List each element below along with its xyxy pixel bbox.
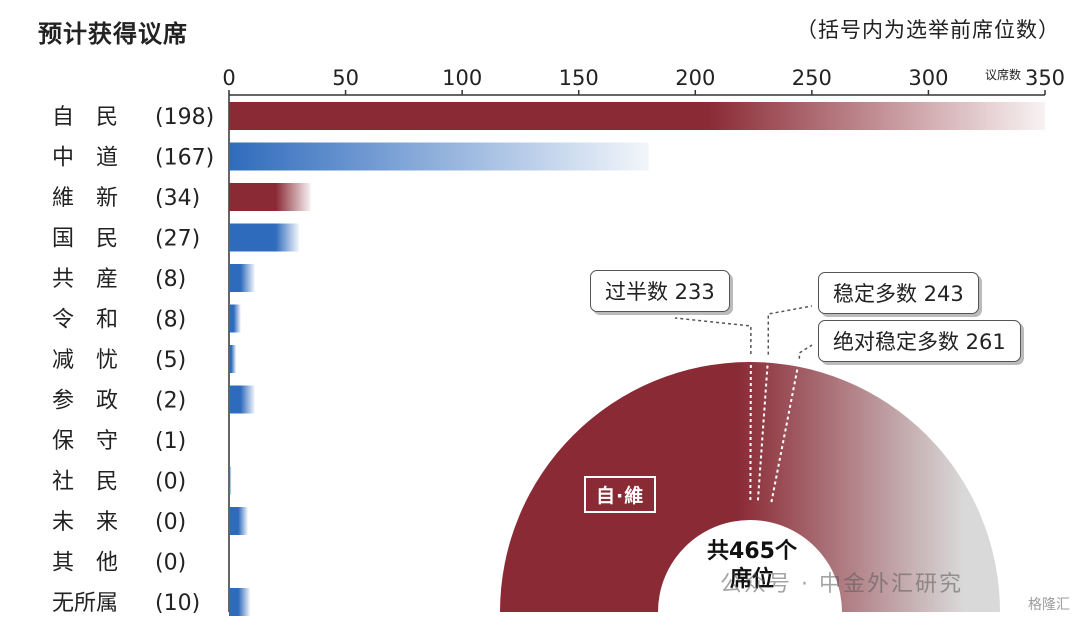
previous-seats: (2) — [155, 389, 186, 414]
threshold-leader — [767, 305, 813, 355]
previous-seats: (10) — [155, 591, 200, 616]
party-name: 共 産 — [52, 267, 118, 292]
previous-seats: (27) — [155, 227, 200, 252]
seat-range-bar — [229, 264, 255, 292]
previous-seats: (0) — [155, 470, 186, 495]
party-name: 减 忧 — [52, 348, 118, 373]
x-tick-label: 100 — [442, 66, 482, 90]
x-tick-label: 200 — [675, 66, 715, 90]
previous-seats: (5) — [155, 348, 186, 373]
watermark: 公众号 · 中金外汇研究 — [720, 572, 963, 597]
threshold-leader — [798, 344, 813, 359]
previous-seats: (0) — [155, 551, 186, 576]
previous-seats: (8) — [155, 308, 186, 333]
total-seats-line2: 席位 — [729, 567, 774, 592]
party-name: 維 新 — [52, 186, 118, 211]
seat-range-bar — [229, 385, 255, 414]
seat-range-bar — [229, 102, 1045, 130]
previous-seats: (8) — [155, 267, 186, 292]
majority-callout: 过半数 233 — [590, 270, 730, 312]
previous-seats: (0) — [155, 510, 186, 535]
party-name: 保 守 — [52, 429, 118, 454]
x-tick-label: 300 — [908, 66, 948, 90]
party-name: 未 来 — [52, 510, 118, 535]
previous-seats: (167) — [155, 146, 214, 171]
total-seats-label: 共465个 席位 — [694, 538, 810, 594]
coalition-label: 自·維 — [584, 476, 657, 513]
watermark-badge: 格隆汇 — [1028, 597, 1070, 613]
x-tick-label: 150 — [559, 66, 599, 90]
x-tick-label: 50 — [332, 66, 359, 90]
threshold-leader — [674, 317, 752, 355]
x-axis-unit: 议席数 — [985, 67, 1021, 82]
x-tick-label: 0 — [222, 66, 235, 90]
seat-range-bar — [229, 507, 248, 535]
threshold-marker — [770, 358, 801, 503]
party-name: 自 民 — [52, 105, 118, 130]
party-name: 无所属 — [52, 591, 118, 616]
previous-seats: (1) — [155, 429, 186, 454]
seat-range-bar — [229, 345, 236, 373]
stable-majority-callout: 稳定多数 243 — [818, 272, 979, 314]
seat-range-bar — [229, 466, 232, 495]
chart-note: （括号内为选举前席位数） — [796, 18, 1060, 42]
party-name: 国 民 — [52, 227, 118, 252]
seat-range-bar — [229, 304, 241, 333]
threshold-marker — [756, 354, 770, 501]
previous-seats: (198) — [155, 105, 214, 130]
x-tick-label: 250 — [792, 66, 832, 90]
party-name: 中 道 — [52, 146, 118, 171]
party-name: 社 民 — [52, 470, 118, 495]
chart-title: 预计获得议席 — [38, 20, 188, 48]
total-seats-line1: 共465个 — [707, 539, 797, 564]
seat-range-bar — [229, 183, 311, 211]
seat-range-bar — [229, 588, 250, 616]
party-name: 参 政 — [52, 389, 118, 414]
party-name: 其 他 — [52, 551, 118, 576]
seat-range-bar — [229, 142, 649, 171]
previous-seats: (34) — [155, 186, 200, 211]
absolute-majority-callout: 绝对稳定多数 261 — [818, 320, 1021, 362]
x-tick-label: 350 — [1025, 66, 1065, 90]
party-name: 令 和 — [52, 308, 118, 333]
seat-range-bar — [229, 223, 299, 252]
